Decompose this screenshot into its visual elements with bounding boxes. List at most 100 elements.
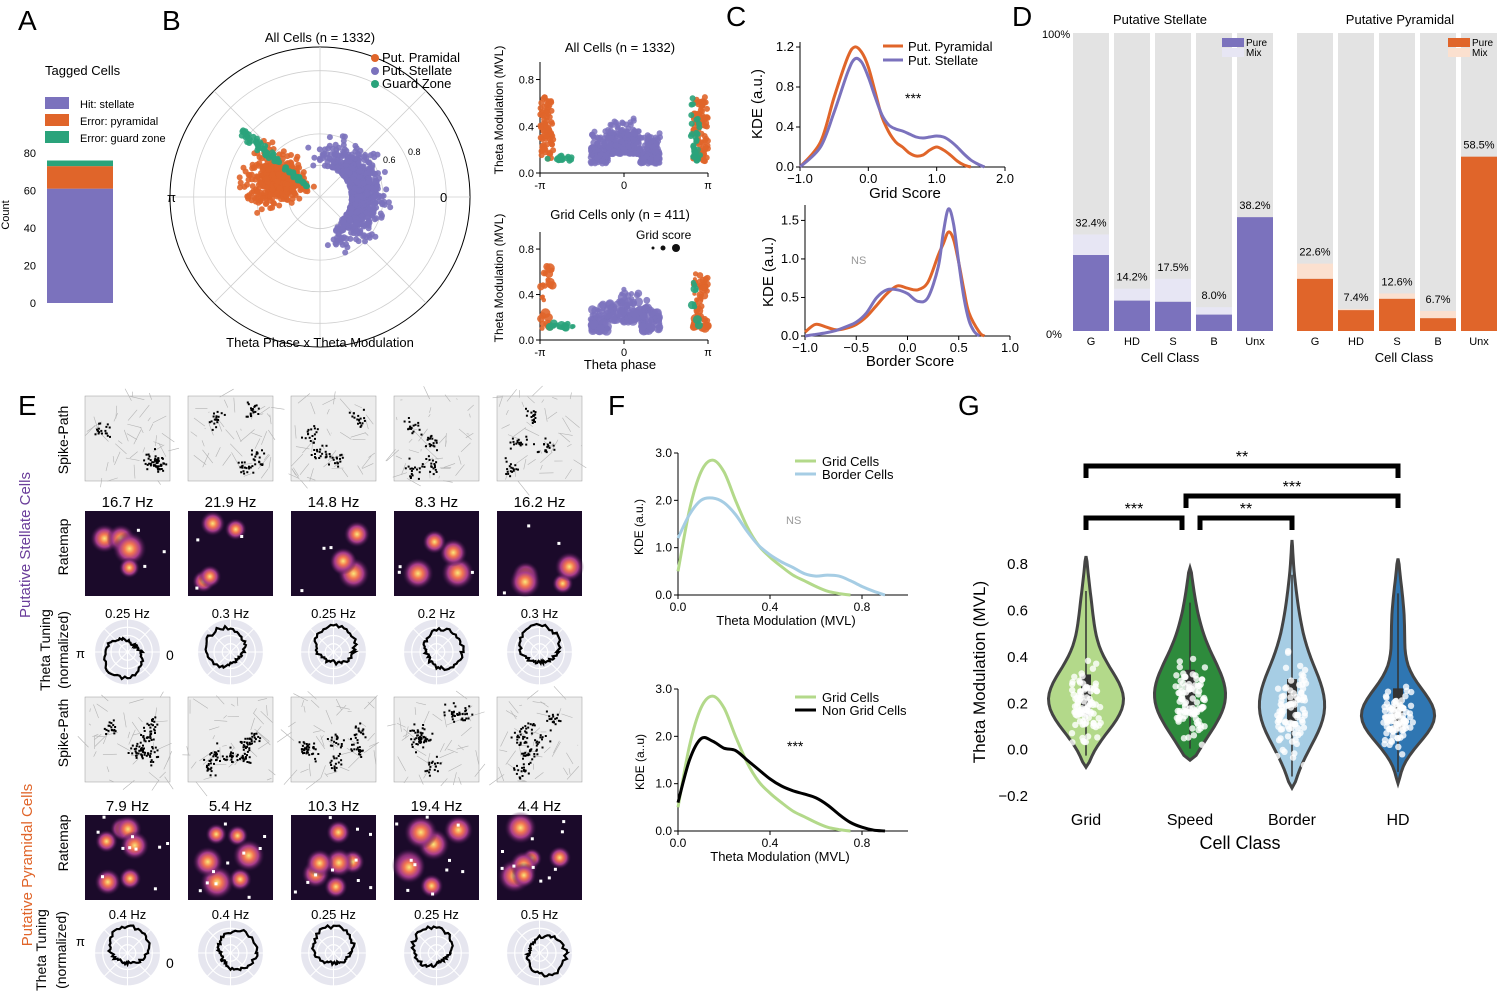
g-datapoint <box>1196 682 1203 690</box>
spike-dot <box>517 468 519 471</box>
spike-path-trace <box>565 415 580 428</box>
polar-point-guard <box>298 178 305 185</box>
x-tick-label: −0.5 <box>843 340 869 355</box>
e-peak-rate: 14.8 Hz <box>308 494 360 511</box>
ratemap-field <box>118 557 140 579</box>
tuning-curve <box>204 624 248 670</box>
spike-dot <box>512 469 515 472</box>
spike-dot <box>517 438 520 441</box>
polar-point-pyramidal <box>289 195 296 202</box>
d-category-label: S <box>1393 336 1400 348</box>
spike-dot <box>355 733 358 736</box>
scatter-point-stellate <box>617 306 625 315</box>
spike-dot <box>221 755 224 758</box>
spike-path-trace <box>474 711 485 716</box>
spike-dot <box>144 740 147 743</box>
polar-point-stellate <box>348 229 355 236</box>
spike-path-trace <box>569 392 572 400</box>
ratemap-field <box>232 839 265 872</box>
spike-path-trace <box>158 442 167 457</box>
spike-dot <box>340 763 343 766</box>
spike-path-trace <box>240 429 255 442</box>
spike-path-trace <box>499 749 508 752</box>
spike-dot <box>154 448 156 451</box>
spike-path-trace <box>368 452 376 458</box>
spike-path-trace <box>367 733 376 742</box>
polar-point-stellate <box>353 219 360 226</box>
spike-dot <box>131 744 134 747</box>
spike-dot <box>220 412 223 415</box>
scatter-point-guard <box>687 301 697 310</box>
ratemap-empty-bin <box>158 845 162 849</box>
polar-point-pyramidal <box>257 180 264 187</box>
spike-dot <box>521 752 524 755</box>
scatter-point-stellate <box>608 134 615 141</box>
spike-dot <box>414 731 417 734</box>
spike-dot <box>331 744 334 747</box>
polar-point-stellate <box>380 192 387 199</box>
spike-dot <box>248 741 251 744</box>
g-xlabel: Cell Class <box>1199 833 1280 853</box>
spike-dot <box>146 463 149 466</box>
spike-dot <box>541 738 543 741</box>
scatter-top-title: All Cells (n = 1332) <box>565 40 675 55</box>
spike-dot <box>154 457 157 460</box>
spike-dot <box>135 745 138 748</box>
spike-path-trace <box>566 443 572 448</box>
g-datapoint <box>1070 691 1077 698</box>
scatter-point-stellate <box>628 300 634 307</box>
spike-path-trace <box>505 750 516 765</box>
d-mix-bar <box>1379 293 1415 299</box>
polar-point-stellate <box>375 170 381 177</box>
spike-path-trace <box>266 413 271 418</box>
spike-dot <box>335 742 338 744</box>
spike-dot <box>229 753 232 755</box>
spike-path-trace <box>266 705 268 716</box>
spike-path-trace <box>223 715 227 719</box>
spike-path-trace <box>256 730 271 746</box>
spike-dot <box>359 417 362 420</box>
panel-c: 0.00.40.81.2−1.0 0.0 1.0 2.0 0.00.51.01.5−1… <box>749 39 1019 370</box>
spike-dot <box>524 740 527 743</box>
tuning-spoke <box>515 628 540 653</box>
polar-point-guard <box>262 151 269 158</box>
polar-point-stellate <box>370 210 377 216</box>
spike-path-trace <box>233 397 236 413</box>
d-pure-bar <box>1114 300 1150 331</box>
spike-dot <box>330 767 333 770</box>
spike-dot <box>439 762 442 765</box>
spike-dot <box>424 736 427 739</box>
spike-dot <box>354 734 356 737</box>
spike-dot <box>243 461 246 464</box>
spike-dot <box>555 717 558 720</box>
g-datapoint <box>1297 662 1304 670</box>
spike-dot <box>427 455 430 458</box>
spike-path-trace <box>505 410 509 415</box>
g-ytick-label: −0.2 <box>998 788 1028 805</box>
spike-dot <box>356 739 359 742</box>
scatter-point-pyramidal <box>704 137 711 144</box>
spike-dot <box>254 738 257 741</box>
polar-point-stellate <box>355 160 362 167</box>
g-datapoint <box>1285 725 1293 733</box>
spike-dot <box>203 758 206 761</box>
y-tick-label: 0.0 <box>519 168 534 180</box>
spike-dot <box>521 775 524 777</box>
scatter-point-stellate <box>645 141 652 148</box>
scatter-point-stellate <box>608 312 617 320</box>
polar-point-pyramidal <box>274 190 280 197</box>
scatter-point-pyramidal <box>543 132 550 139</box>
spike-dot <box>326 738 329 740</box>
spike-path-trace <box>115 405 118 419</box>
polar-point-stellate <box>319 155 326 162</box>
spike-dot <box>524 751 527 754</box>
tuning-spoke <box>127 929 152 954</box>
spike-dot <box>516 439 519 442</box>
g-datapoint <box>1285 648 1292 655</box>
scatter-point-stellate <box>602 153 609 160</box>
scatter-point-guard <box>696 120 702 127</box>
d-bg-bar <box>1114 33 1150 331</box>
spike-dot <box>151 461 154 464</box>
ratemap-field <box>402 557 434 590</box>
